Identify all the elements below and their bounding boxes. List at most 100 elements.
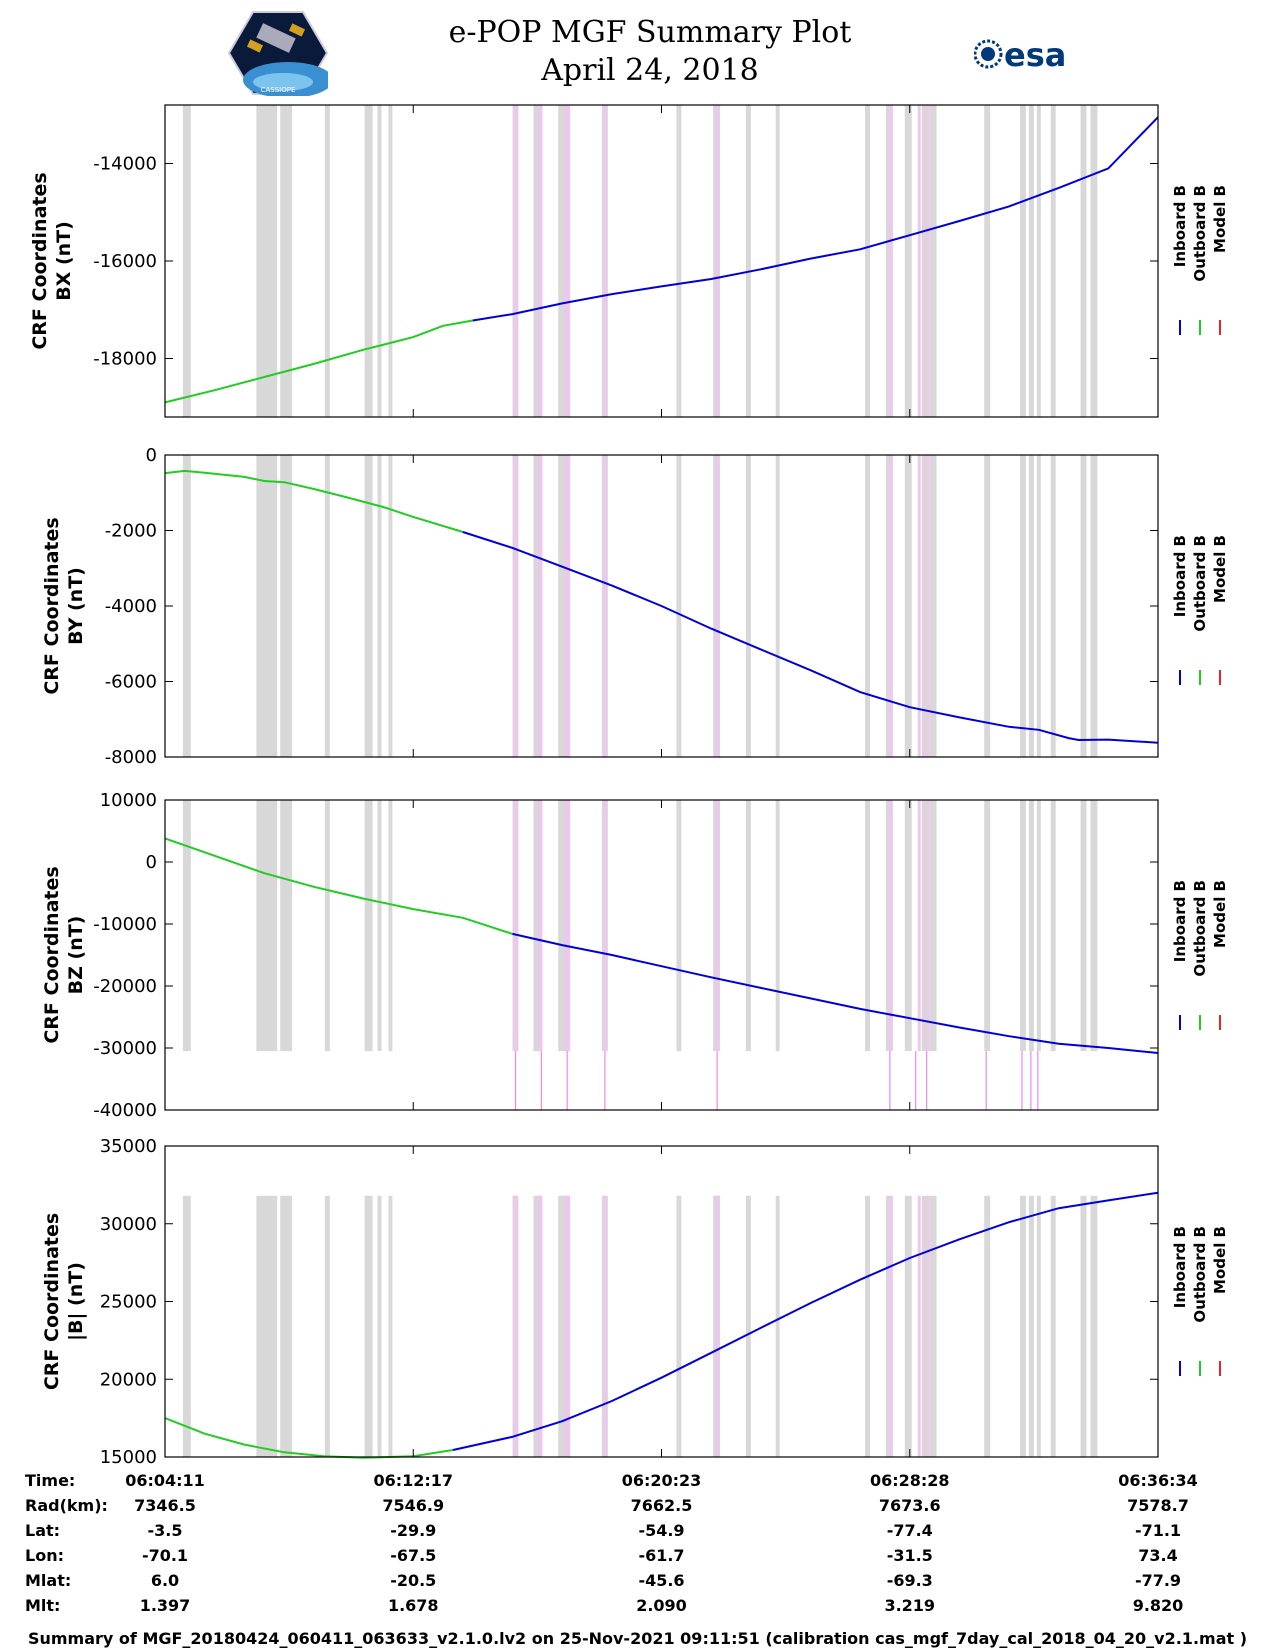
panel-bmag: 15000 20000 25000 30000 35000 CRF Coordinates… [41, 1136, 1229, 1468]
pink-band [513, 105, 518, 417]
gray-band [1050, 455, 1056, 757]
cassiope-logo: CASSIOPE [228, 11, 328, 96]
y-axis-label: BY (nT) [65, 567, 87, 645]
gray-band [676, 1195, 682, 1457]
gray-band [984, 455, 991, 757]
gray-band [1090, 455, 1098, 757]
gray-band [929, 455, 937, 757]
pink-band [888, 105, 893, 417]
pink-band [564, 1195, 571, 1457]
gray-band [1019, 800, 1026, 1052]
gray-band [280, 105, 293, 417]
gray-band [364, 105, 373, 417]
pink-band [925, 105, 930, 417]
info-value: -67.5 [390, 1546, 436, 1565]
gray-band [1019, 1195, 1026, 1457]
y-tick-label: 20000 [100, 1369, 157, 1390]
legend-label: Outboard B [1191, 185, 1209, 282]
gray-band [1028, 800, 1034, 1052]
gray-band [775, 1195, 780, 1457]
legend-label: Outboard B [1191, 880, 1209, 977]
panel-bx: -18000 -16000 -14000 CRF Coordinates BX (nT)… [29, 104, 1229, 418]
x-tick-label: 06:36:34 [1118, 1471, 1198, 1490]
info-value: -45.6 [638, 1571, 684, 1590]
pink-band [917, 105, 921, 417]
info-value: -31.5 [887, 1546, 933, 1565]
y-axis-label: |B| (nT) [65, 1262, 87, 1341]
gray-band [182, 800, 191, 1052]
y-tick-label: 25000 [100, 1292, 157, 1313]
y-tick-label: 0 [146, 445, 157, 466]
gray-band [904, 455, 912, 757]
plot-frame [164, 1145, 1159, 1458]
y-tick-label: 10000 [100, 790, 157, 811]
y-tick-label: 15000 [100, 1447, 157, 1468]
gray-band [676, 800, 682, 1052]
outboard-b-line [164, 1417, 454, 1459]
info-value: 6.0 [151, 1571, 179, 1590]
info-value: -71.1 [1135, 1521, 1181, 1540]
gray-band [377, 105, 382, 417]
info-row-label: Rad(km): [25, 1496, 108, 1515]
y-axis-label: CRF Coordinates [41, 517, 63, 694]
legend-label: Inboard B [1171, 185, 1189, 267]
info-value: 9.820 [1133, 1596, 1184, 1615]
pink-band [715, 1195, 720, 1457]
gray-band [364, 1195, 373, 1457]
gray-band [929, 800, 937, 1052]
info-value: 7546.9 [382, 1496, 444, 1515]
pink-band [888, 800, 893, 1052]
gray-band [921, 105, 928, 417]
gray-band [1036, 105, 1041, 417]
pink-band [564, 105, 571, 417]
gray-band [904, 1195, 912, 1457]
gray-band [324, 1195, 330, 1457]
info-value: 7662.5 [631, 1496, 693, 1515]
x-tick-label: 06:20:23 [622, 1471, 702, 1490]
pink-band [564, 800, 571, 1052]
info-value: 2.090 [636, 1596, 687, 1615]
gray-band [377, 455, 382, 757]
pink-band [602, 105, 607, 417]
pink-band [564, 455, 571, 757]
info-value: -61.7 [638, 1546, 684, 1565]
esa-logo-text: esa [1004, 36, 1066, 74]
y-axis-label: CRF Coordinates [41, 866, 63, 1043]
gray-band [1080, 455, 1087, 757]
gray-band [1090, 1195, 1098, 1457]
gray-band [1019, 105, 1026, 417]
info-value: 1.678 [388, 1596, 439, 1615]
gray-band [921, 1195, 928, 1457]
gray-band [676, 455, 682, 757]
y-tick-label: -40000 [93, 1100, 157, 1121]
gray-band [1090, 800, 1098, 1052]
gray-band [929, 1195, 937, 1457]
gray-band [388, 455, 393, 757]
gray-band [1090, 105, 1098, 417]
gray-band [1028, 1195, 1034, 1457]
pink-band [715, 800, 720, 1052]
info-value: -54.9 [638, 1521, 684, 1540]
pink-band [537, 455, 543, 757]
pink-band [602, 1195, 607, 1457]
gray-band [1050, 105, 1056, 417]
pink-band [715, 105, 720, 417]
legend-label: Inboard B [1171, 880, 1189, 962]
pink-band [888, 455, 893, 757]
y-tick-label: -14000 [93, 154, 157, 175]
cassiope-logo-text: CASSIOPE [261, 86, 296, 94]
gray-band [256, 105, 278, 417]
y-axis-label: BZ (nT) [65, 916, 87, 995]
gray-band [904, 800, 912, 1052]
gray-band [1028, 105, 1034, 417]
inboard-b-line [472, 116, 1159, 322]
gray-band [745, 1195, 751, 1457]
y-tick-label: -4000 [105, 596, 157, 617]
info-value: 73.4 [1138, 1546, 1177, 1565]
gray-band [388, 1195, 393, 1457]
panel-bz: -40000 -30000 -20000 -10000 0 10000 CRF Coordi… [41, 790, 1229, 1121]
gray-band [280, 455, 293, 757]
x-tick-label: 06:12:17 [373, 1471, 453, 1490]
pink-band [917, 1195, 921, 1457]
